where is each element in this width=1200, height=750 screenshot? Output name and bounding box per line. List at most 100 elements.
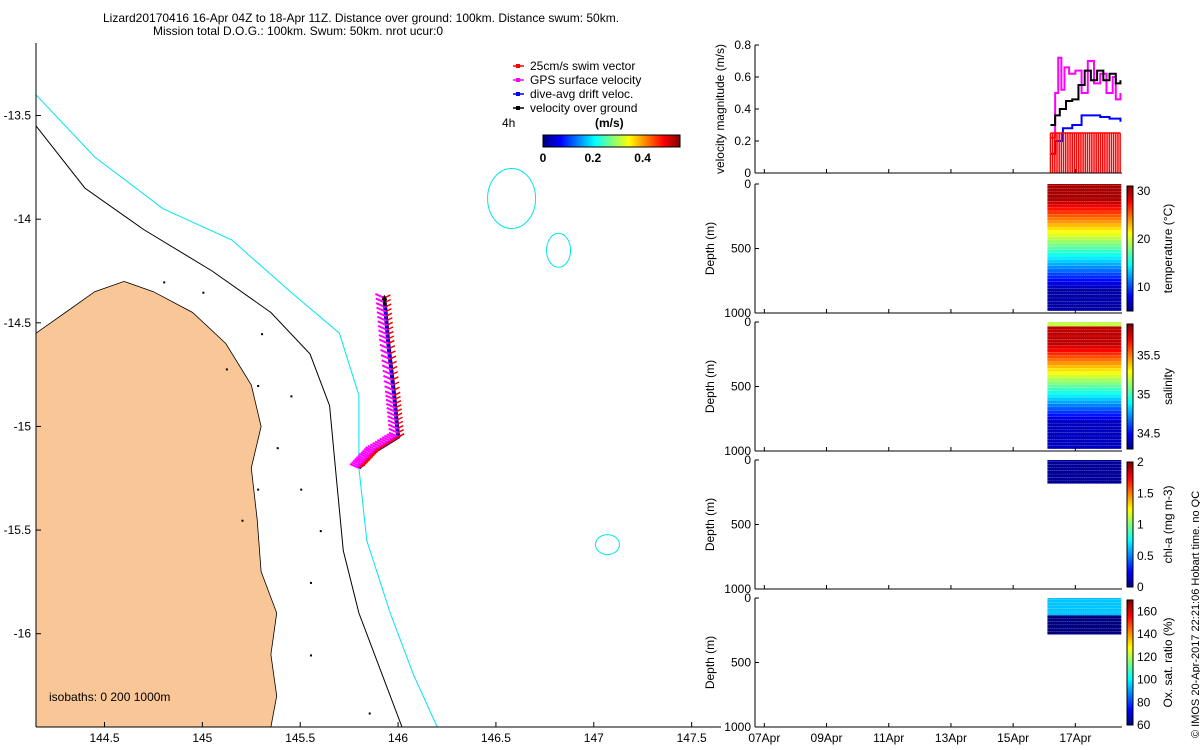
profile-sample [1067, 243, 1071, 247]
profile-sample [1103, 358, 1107, 362]
profile-sample [1112, 211, 1116, 215]
colorbar-segment [1127, 683, 1133, 685]
colorbar-segment [1127, 411, 1133, 413]
profile-sample [1090, 214, 1094, 218]
profile-sample [1062, 625, 1066, 629]
profile-sample [1058, 374, 1062, 378]
profile-sample [1107, 442, 1111, 446]
colorbar-segment [1127, 720, 1133, 722]
profile-sample [1054, 371, 1058, 375]
profile-sample [1081, 281, 1085, 285]
profile-sample [1053, 426, 1057, 430]
profile-sample [1097, 194, 1101, 198]
profile-sample [1105, 249, 1109, 253]
profile-sample [1108, 442, 1112, 446]
profile-sample [1097, 272, 1101, 276]
colorbar-segment [1127, 666, 1133, 668]
profile-sample [1099, 339, 1103, 343]
profile-sample [1084, 461, 1088, 465]
profile-sample [1064, 259, 1068, 263]
profile-sample [1116, 625, 1120, 629]
profile-sample [1082, 365, 1086, 369]
profile-sample [1101, 416, 1105, 420]
profile-sample [1079, 236, 1083, 240]
profile-sample [1058, 470, 1062, 474]
profile-sample [1054, 429, 1058, 433]
profile-sample [1118, 598, 1122, 599]
profile-sample [1067, 198, 1071, 202]
profile-sample [1095, 628, 1099, 632]
profile-sample [1114, 378, 1118, 382]
profile-sample [1062, 384, 1066, 388]
profile-sample [1105, 304, 1109, 308]
colorbar-segment [1127, 390, 1133, 392]
profile-sample [1110, 615, 1114, 619]
profile-sample [1051, 294, 1055, 298]
colorbar-tick-label: 20 [1137, 232, 1151, 246]
profile-sample [1062, 345, 1066, 349]
profile-sample [1054, 281, 1058, 285]
profile-sample [1107, 467, 1111, 471]
profile-sample [1051, 252, 1055, 256]
shoal-mark [319, 530, 322, 533]
profile-sample [1082, 374, 1086, 378]
profile-sample [1058, 198, 1062, 202]
profile-sample [1088, 336, 1092, 340]
profile-sample [1053, 339, 1057, 343]
profile-sample [1105, 460, 1109, 461]
profile-sample [1084, 355, 1088, 359]
profile-sample [1081, 381, 1085, 385]
profile-sample [1103, 355, 1107, 359]
profile-sample [1077, 275, 1081, 279]
profile-sample [1114, 214, 1118, 218]
profile-sample [1088, 439, 1092, 443]
profile-sample [1107, 598, 1111, 599]
profile-sample [1075, 371, 1079, 375]
profile-sample [1051, 336, 1055, 340]
profile-sample [1112, 345, 1116, 349]
profile-sample [1066, 439, 1070, 443]
profile-sample [1075, 281, 1079, 285]
profile-sample [1099, 429, 1103, 433]
profile-sample [1086, 605, 1090, 609]
gps-velocity-vector [377, 324, 388, 331]
profile-sample [1097, 217, 1101, 221]
profile-sample [1051, 217, 1055, 221]
colorbar-segment [1127, 502, 1133, 504]
profile-sample [1088, 628, 1092, 632]
legend-label: GPS surface velocity [530, 73, 641, 87]
profile-sample [1047, 384, 1051, 388]
profile-sample [1101, 339, 1105, 343]
profile-sample [1062, 259, 1066, 263]
profile-sample [1053, 477, 1057, 481]
profile-sample [1058, 467, 1062, 471]
profile-sample [1094, 256, 1098, 260]
profile-sample [1094, 470, 1098, 474]
colorbar-segment [1127, 397, 1133, 399]
profile-sample [1049, 384, 1053, 388]
profile-sample [1064, 365, 1068, 369]
profile-sample [1118, 615, 1122, 619]
profile-sample [1101, 397, 1105, 401]
legend-marker [516, 106, 520, 110]
colorbar-segment [643, 135, 645, 147]
panel-y-tick-label: 0 [744, 591, 751, 605]
profile-sample [1056, 304, 1060, 308]
profile-sample [1049, 436, 1053, 440]
colorbar-segment [1127, 428, 1133, 430]
profile-sample [1112, 329, 1116, 333]
profile-sample [1112, 332, 1116, 336]
profile-sample [1114, 432, 1118, 436]
profile-sample [1066, 368, 1070, 372]
profile-sample [1073, 304, 1077, 308]
profile-sample [1097, 326, 1101, 330]
profile-sample [1086, 612, 1090, 616]
profile-sample [1056, 474, 1060, 478]
colorbar-segment [1127, 204, 1133, 206]
profile-sample [1116, 272, 1120, 276]
profile-sample [1079, 432, 1083, 436]
profile-sample [1103, 416, 1107, 420]
profile-sample [1101, 625, 1105, 629]
profile-sample [1112, 252, 1116, 256]
